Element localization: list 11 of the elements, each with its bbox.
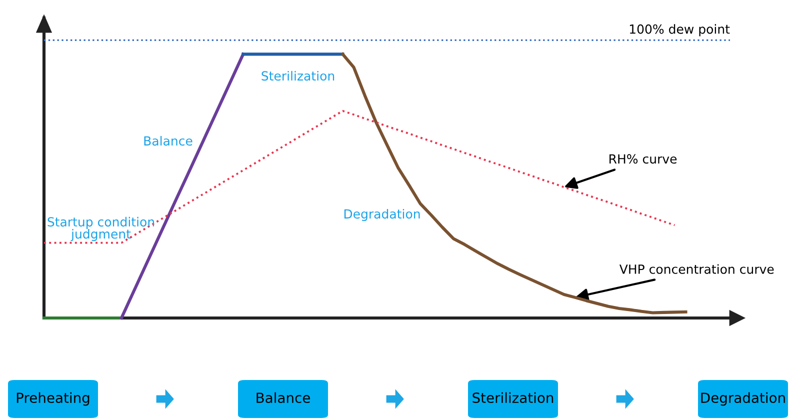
text: VHP concentration curve: [619, 264, 774, 274]
text: RH% curve: [610, 154, 677, 164]
annotation: Balance: [144, 136, 192, 146]
text: Preheating: [16, 392, 90, 406]
annotation: Sterilization: [262, 70, 334, 81]
text: Degradation: [701, 392, 785, 406]
annotation: Startup condition judgment: [48, 216, 154, 242]
annotation: Degradation: [344, 208, 420, 222]
ref-line-label: 100% dew point: [630, 24, 730, 36]
text: Sterilization: [472, 392, 554, 404]
text: Balance: [256, 392, 310, 404]
